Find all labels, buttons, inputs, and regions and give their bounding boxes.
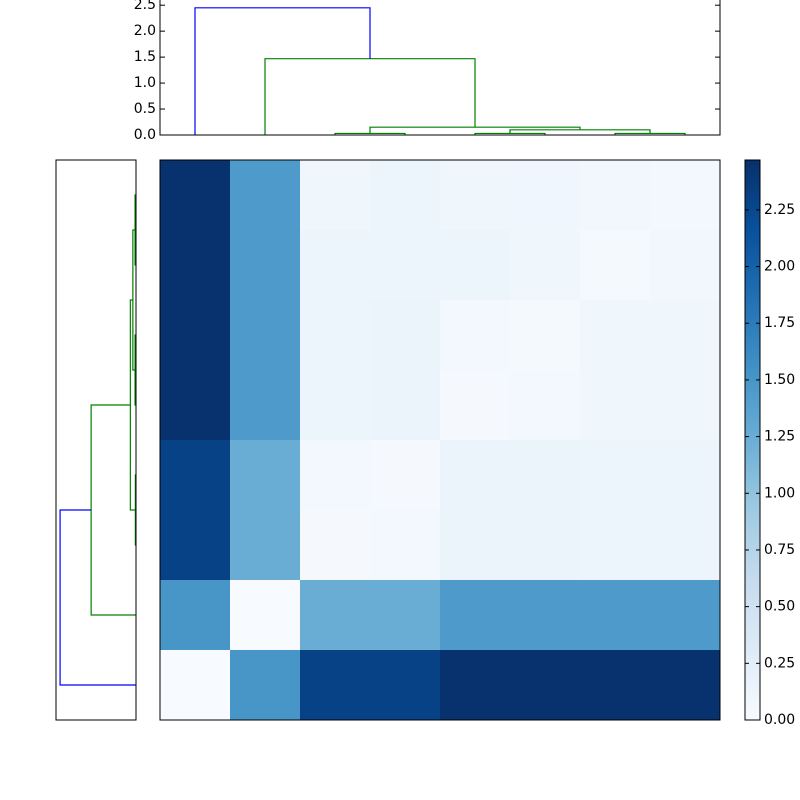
dendrogram-link: [90, 404, 136, 616]
y-tick-label: 1.0: [134, 75, 156, 91]
heatmap-cell: [160, 370, 231, 441]
heatmap-cell: [160, 300, 231, 371]
heatmap-cell: [230, 440, 301, 511]
heatmap-cell: [580, 370, 651, 441]
y-tick-label: 0.5: [134, 101, 156, 117]
heatmap-cell: [230, 510, 301, 581]
heatmap-cell: [300, 300, 371, 371]
heatmap-cell: [300, 650, 371, 721]
heatmap-cell: [160, 510, 231, 581]
heatmap-cell: [300, 580, 371, 651]
heatmap-cell: [300, 510, 371, 581]
colorbar-tick-label: 0.25: [764, 655, 795, 671]
y-tick-label: 2.5: [134, 0, 156, 13]
heatmap-cell: [580, 650, 651, 721]
heatmap-cell: [650, 230, 721, 301]
colorbar-tick-label: 0.75: [764, 542, 795, 558]
heatmap-cell: [300, 440, 371, 511]
colorbar-tick-label: 2.25: [764, 202, 795, 218]
dendrogram-link: [194, 7, 371, 135]
heatmap-cell: [580, 440, 651, 511]
heatmap-cell: [510, 370, 581, 441]
heatmap-cell: [510, 230, 581, 301]
heatmap-cell: [440, 370, 511, 441]
y-tick-label: 0.0: [134, 127, 156, 143]
heatmap-cell: [510, 580, 581, 651]
colorbar-tick-label: 0.50: [764, 599, 795, 615]
heatmap-cell: [370, 650, 441, 721]
colorbar-tick-label: 1.25: [764, 429, 795, 445]
colorbar-tick-label: 2.00: [764, 259, 795, 275]
axes-frame: [159, 159, 721, 721]
heatmap-cell: [440, 510, 511, 581]
heatmap-cell: [230, 160, 301, 231]
heatmap-cell: [510, 160, 581, 231]
heatmap-cell: [230, 650, 301, 721]
heatmap-cell: [650, 160, 721, 231]
heatmap-cell: [510, 440, 581, 511]
heatmap-cell: [440, 160, 511, 231]
heatmap-cell: [300, 230, 371, 301]
heatmap-cell: [370, 160, 441, 231]
heatmap-cell: [160, 160, 231, 231]
colorbar-tick-label: 0.00: [764, 712, 795, 728]
heatmap-cell: [580, 230, 651, 301]
dendrogram-link: [264, 58, 476, 135]
heatmap-cell: [510, 510, 581, 581]
heatmap-cell: [160, 230, 231, 301]
colorbar-tick-label: 1.75: [764, 315, 795, 331]
heatmap-cell: [300, 160, 371, 231]
colorbar: [744, 159, 761, 721]
heatmap-cell: [370, 440, 441, 511]
heatmap-cell: [650, 650, 721, 721]
heatmap-cell: [370, 230, 441, 301]
dendrogram-link: [59, 509, 136, 686]
heatmap-cell: [650, 510, 721, 581]
heatmap-cell: [510, 650, 581, 721]
heatmap-cell: [440, 440, 511, 511]
heatmap-cell: [160, 650, 231, 721]
heatmap-cell: [230, 370, 301, 441]
axes-frame: [159, 0, 721, 136]
axes-frame: [55, 159, 137, 721]
heatmap-cell: [650, 580, 721, 651]
heatmap-cell: [440, 580, 511, 651]
y-tick-label: 1.5: [134, 49, 156, 65]
heatmap-cell: [580, 160, 651, 231]
heatmap-cell: [160, 580, 231, 651]
colorbar-tick-label: 1.00: [764, 485, 795, 501]
heatmap-cell: [230, 230, 301, 301]
heatmap-cell: [370, 370, 441, 441]
heatmap-cell: [440, 300, 511, 371]
heatmap-cell: [160, 440, 231, 511]
heatmap-cell: [370, 580, 441, 651]
heatmap-cell: [580, 510, 651, 581]
heatmap-cell: [510, 300, 581, 371]
heatmap-cell: [230, 580, 301, 651]
heatmap-cell: [580, 580, 651, 651]
heatmap-cell: [230, 300, 301, 371]
heatmap-cell: [650, 370, 721, 441]
heatmap-cell: [440, 650, 511, 721]
heatmap-cell: [370, 300, 441, 371]
heatmap-cell: [650, 440, 721, 511]
heatmap-cell: [370, 510, 441, 581]
heatmap-cell: [650, 300, 721, 371]
heatmap-cell: [580, 300, 651, 371]
colorbar-tick-label: 1.50: [764, 372, 795, 388]
y-tick-label: 2.0: [134, 23, 156, 39]
heatmap-cell: [440, 230, 511, 301]
heatmap-cell: [300, 370, 371, 441]
